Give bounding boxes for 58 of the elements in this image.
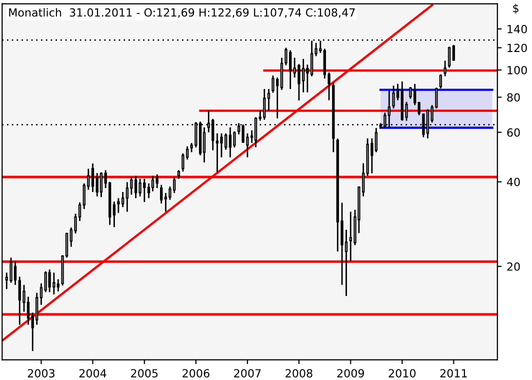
y-tick-label: 80 (507, 93, 520, 102)
candlestick (100, 172, 103, 198)
x-tick-label: 2005 (131, 369, 158, 378)
candlestick (444, 60, 446, 77)
x-tick-label: 2006 (182, 369, 210, 378)
x-tick-label: 2011 (440, 369, 467, 378)
candlestick (220, 132, 223, 158)
y-tick-label: 40 (506, 178, 520, 186)
candlestick (182, 152, 184, 172)
y-tick-label: 100 (508, 66, 527, 74)
candlestick (439, 74, 442, 90)
candlestick (112, 200, 116, 228)
candlestick (202, 126, 206, 164)
candlestick (310, 40, 314, 77)
y-axis-title: $ (513, 4, 518, 14)
candlestick (117, 197, 120, 214)
y-tick-label: 140 (508, 24, 527, 34)
candlestick (130, 176, 133, 196)
candlestick (138, 178, 142, 198)
candlestick (272, 74, 274, 94)
candlestick (121, 191, 124, 208)
x-tick-label: 2007 (234, 369, 261, 378)
candlestick (164, 192, 168, 212)
candlestick (151, 175, 154, 192)
x-tick-label: 2010 (388, 369, 416, 378)
y-tick-label: 120 (508, 44, 527, 52)
candlestick (40, 282, 43, 306)
x-tick-label: 2009 (337, 369, 364, 378)
candlestick (263, 88, 266, 120)
candlestick (452, 44, 455, 62)
x-tick-label: 2004 (79, 369, 106, 378)
candlestick (254, 116, 258, 148)
candlestick (267, 88, 270, 112)
x-tick-label: 2003 (28, 369, 54, 378)
candlestick (147, 182, 150, 199)
candlestick (298, 63, 300, 102)
candlestick (216, 132, 219, 173)
candlestick (374, 127, 378, 153)
y-tick-label: 20 (507, 262, 520, 271)
candlestick (418, 101, 420, 116)
candlestick (134, 175, 138, 199)
candlestick (448, 46, 451, 68)
candlestick (156, 174, 158, 189)
candlestick (409, 86, 412, 100)
candlestick (160, 184, 163, 204)
candlestick (36, 292, 38, 326)
x-tick-label: 2008 (286, 369, 312, 378)
candlestick (14, 260, 17, 286)
candlestick (233, 130, 236, 148)
candlestick (392, 84, 395, 110)
chart-title: Monatlich 31.01.2011 - O:121,69 H:122,69 L:107,74 C:108,47 (9, 8, 355, 18)
candlestick (44, 270, 47, 293)
candlestick (96, 172, 98, 198)
candlestick (228, 126, 232, 158)
candlestick (126, 181, 129, 212)
candlestick (91, 162, 94, 193)
y-tick-label: 60 (507, 128, 520, 137)
candlestick (10, 256, 12, 284)
